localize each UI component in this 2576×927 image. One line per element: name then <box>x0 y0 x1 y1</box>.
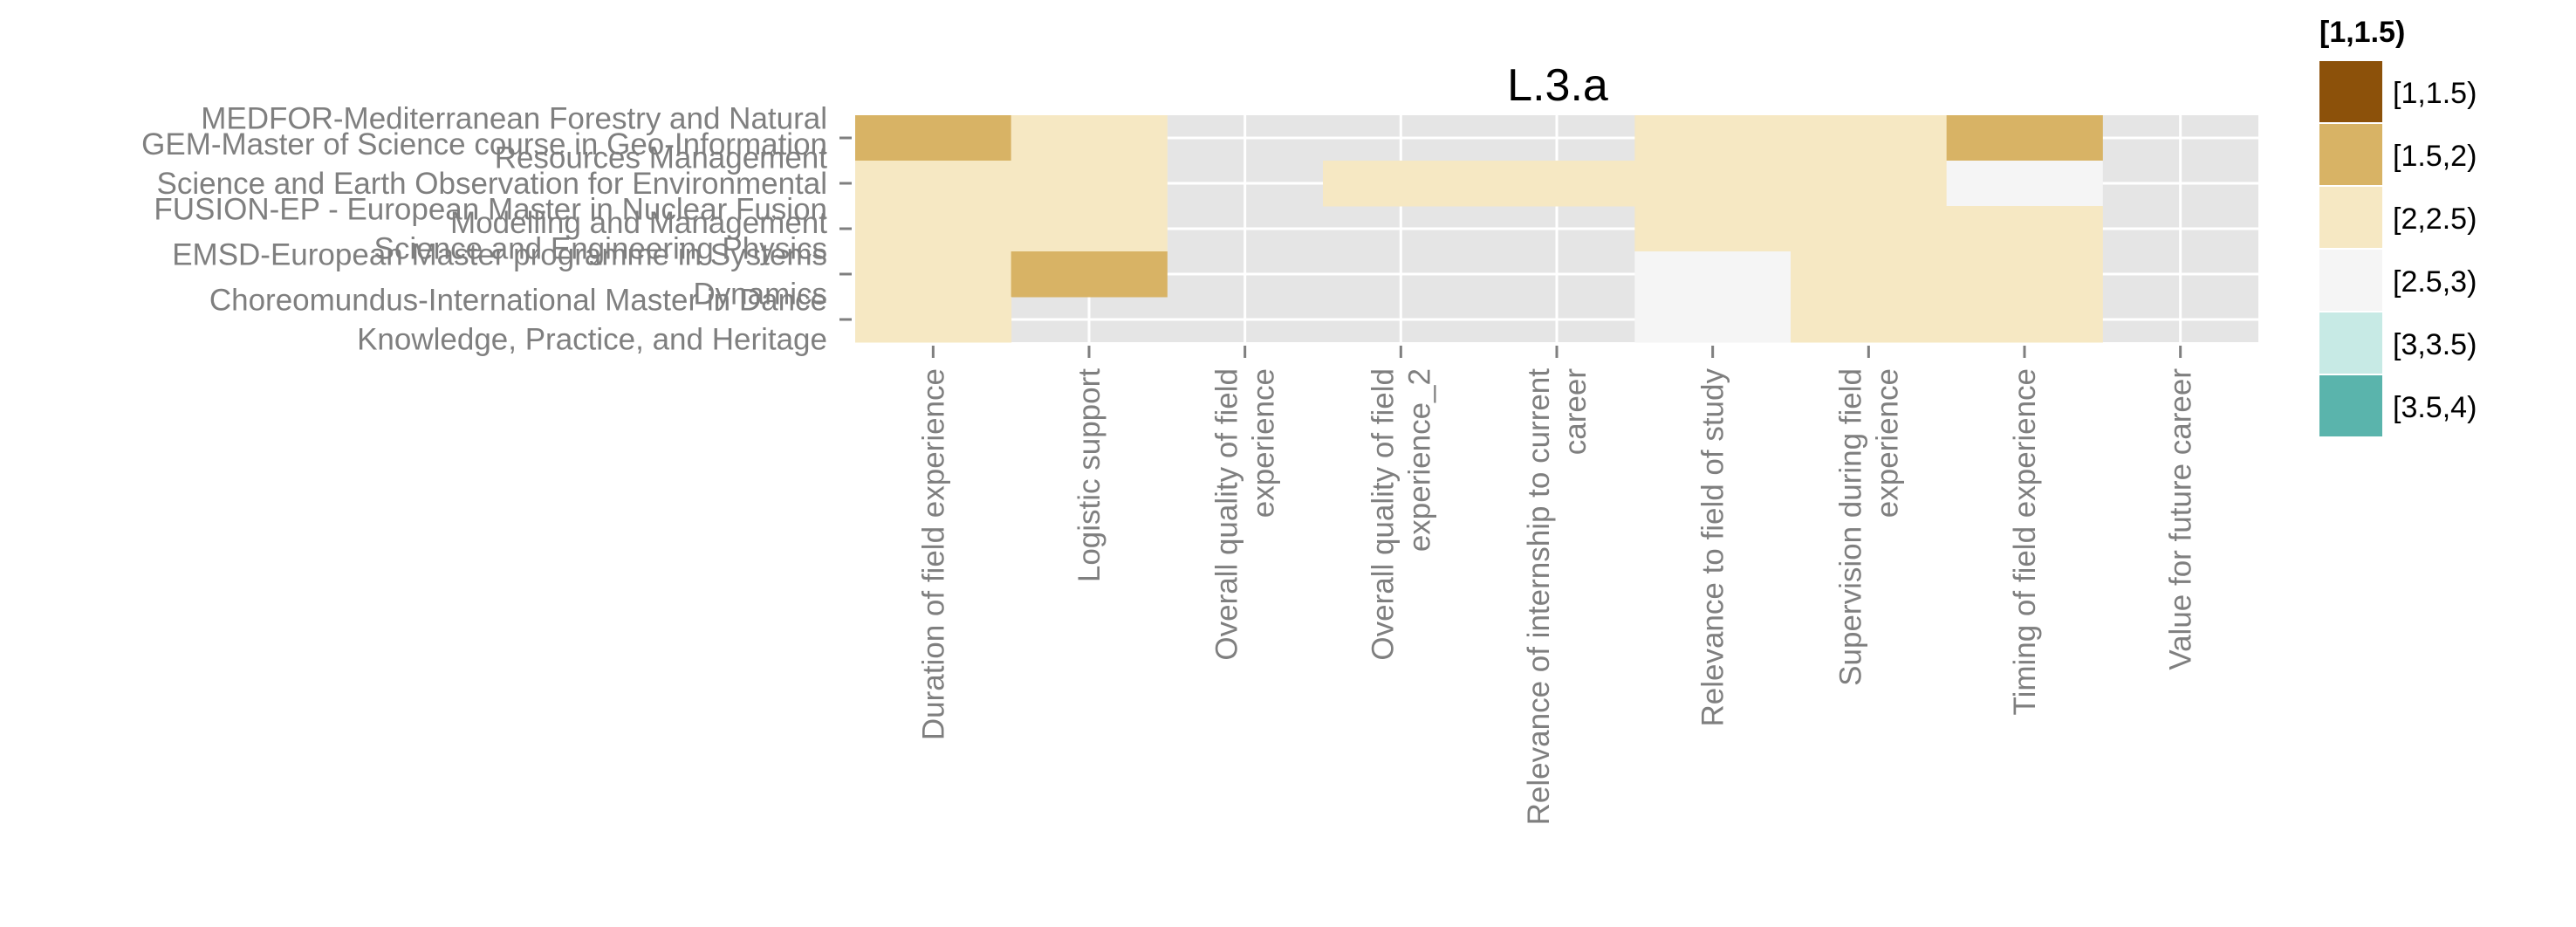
x-tick-label: Relevance of internship to current <box>1522 368 1556 826</box>
legend-swatch <box>2319 375 2382 436</box>
heatmap-cell <box>1791 206 1948 252</box>
y-tick-label: Choreomundus-International Master in Dan… <box>209 284 827 318</box>
heatmap-cell <box>855 115 1012 161</box>
heatmap-cell <box>1791 161 1948 207</box>
x-tick-label: Overall quality of field <box>1366 368 1400 661</box>
y-tick-label: Knowledge, Practice, and Heritage <box>357 323 827 357</box>
chart-title: L.3.a <box>1507 60 1608 111</box>
x-tick-label: Logistic support <box>1072 368 1106 582</box>
heatmap-cell <box>1634 251 1792 298</box>
legend-swatch <box>2319 124 2382 185</box>
heatmap-cell <box>1011 115 1168 161</box>
y-tick-label: Science and Earth Observation for Enviro… <box>157 167 827 201</box>
heatmap-cell <box>855 161 1012 207</box>
x-tick-label: experience_2 <box>1402 368 1436 552</box>
heatmap-cell <box>1011 161 1168 207</box>
heatmap-cell <box>855 206 1012 252</box>
x-tick-label: Relevance to field of study <box>1696 368 1730 727</box>
heatmap-cell <box>1791 297 1948 343</box>
y-tick-label: FUSION-EP - European Master in Nuclear F… <box>154 193 827 227</box>
legend-label: [3,3.5) <box>2393 328 2477 361</box>
x-tick-label: Duration of field experience <box>916 368 950 740</box>
heatmap-cell <box>1478 161 1635 207</box>
x-tick-label: experience <box>1870 368 1904 518</box>
y-tick-label: MEDFOR-Mediterranean Forestry and Natura… <box>201 102 827 136</box>
heatmap-cells <box>855 115 2103 343</box>
x-axis: Duration of field experience Logistic sup… <box>916 346 2198 826</box>
legend-label: [2,2.5) <box>2393 203 2477 236</box>
legend-label: [3.5,4) <box>2393 391 2477 424</box>
heatmap-cell <box>855 297 1012 343</box>
heatmap-cell <box>1946 206 2103 252</box>
y-tick-label: EMSD-European Master programme in System… <box>172 238 827 272</box>
x-tick-label: Supervision during field <box>1833 368 1867 686</box>
heatmap-cell <box>855 251 1012 298</box>
heatmap-cell <box>1634 115 1792 161</box>
y-axis: MEDFOR-Mediterranean Forestry and Natura… <box>141 102 852 357</box>
heatmap-cell <box>1634 161 1792 207</box>
legend-swatch <box>2319 187 2382 248</box>
heatmap-cell <box>1634 297 1792 343</box>
x-tick-label: Timing of field experience <box>2008 368 2042 716</box>
heatmap-cell <box>1791 251 1948 298</box>
heatmap-cell <box>1011 251 1168 298</box>
y-tick-label: Modelling and Management <box>450 206 827 240</box>
x-tick-label: career <box>1559 368 1593 456</box>
legend-label: [2.5,3) <box>2393 265 2477 299</box>
x-tick-label: Value for future career <box>2164 368 2198 670</box>
y-tick-label: Dynamics <box>693 278 827 312</box>
heatmap-cell <box>1946 115 2103 161</box>
legend-swatch <box>2319 312 2382 374</box>
legend-label: [1.5,2) <box>2393 140 2477 173</box>
x-tick-label: experience <box>1247 368 1281 518</box>
heatmap-cell <box>1011 206 1168 252</box>
heatmap-cell <box>1634 206 1792 252</box>
legend-swatch <box>2319 61 2382 122</box>
y-tick-label: Resources Management <box>495 141 828 175</box>
heatmap-cell <box>1323 161 1480 207</box>
heatmap-cell <box>1791 115 1948 161</box>
y-tick-label: GEM-Master of Science course in Geo-Info… <box>141 127 827 161</box>
y-tick-label: Science and Engineering Physics <box>374 232 827 266</box>
heatmap-cell <box>1946 251 2103 298</box>
legend-swatch <box>2319 250 2382 311</box>
legend: [1,1.5) [1,1.5) [1.5,2) [2,2.5) [2.5,3) [3,3… <box>2319 16 2477 436</box>
legend-title: [1,1.5) <box>2319 16 2405 49</box>
heatmap-cell <box>1946 297 2103 343</box>
legend-label: [1,1.5) <box>2393 77 2477 110</box>
x-tick-label: Overall quality of field <box>1210 368 1244 661</box>
heatmap-cell <box>1946 161 2103 207</box>
